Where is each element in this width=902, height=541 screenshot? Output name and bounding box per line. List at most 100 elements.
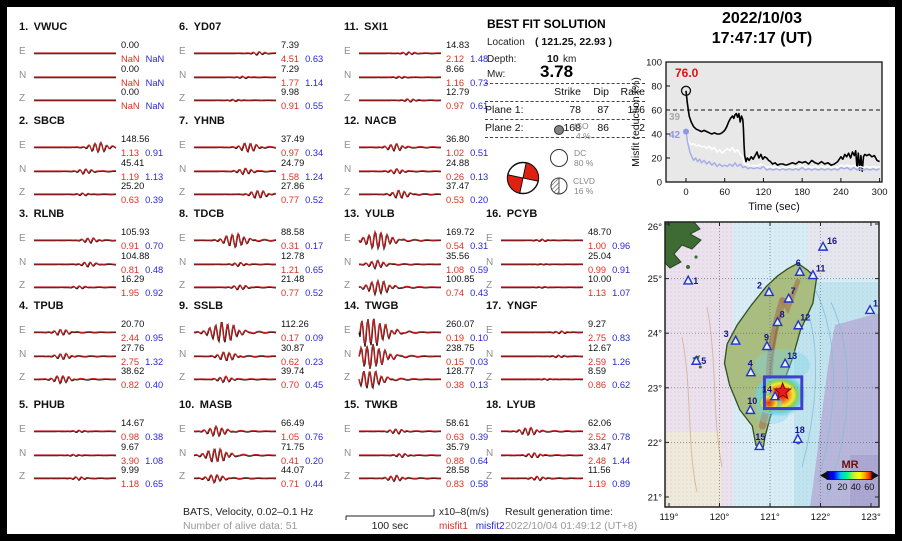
misfit1-value: 0.88 <box>446 456 465 466</box>
component-label: Z <box>19 471 26 482</box>
station-block: 18. LYUB E 62.06 2.52 0.78 N 33.47 2.48 1.44 Z 11.… <box>474 399 632 491</box>
misfit-values: 1.00 0.96 <box>588 241 630 251</box>
component-label: N <box>19 164 27 175</box>
component-label: Z <box>344 187 351 198</box>
station-block: 3. RLNB E 105.93 0.91 0.70 N 104.88 0.81 0.48 Z 16… <box>7 208 165 300</box>
y-tick-label: 40 <box>651 130 662 141</box>
amplitude-units: x10–8(m/s) <box>439 507 490 518</box>
iso-icon <box>554 125 564 135</box>
station-block: 6. YD07 E 7.39 4.51 0.63 N 7.29 1.77 1.14 Z 9.98 0.… <box>167 21 325 113</box>
misfit1-legend: misfit1 <box>439 521 468 532</box>
synthetic-trace <box>358 168 442 174</box>
alive-data-count: Number of alive data: 51 <box>183 520 298 532</box>
misfit1-value: 1.08 <box>446 265 465 275</box>
misfit2-value: 0.10 <box>470 333 489 343</box>
y-tick-label: 0 <box>657 178 662 189</box>
synthetic-trace <box>501 330 584 334</box>
waveform-trace <box>193 473 277 484</box>
misfit2-value: 0.20 <box>305 456 324 466</box>
misfit-values: 0.74 0.43 <box>446 288 488 298</box>
component-label: E <box>344 46 351 57</box>
map-station-triangle <box>745 366 757 377</box>
misfit2-value: 0.52 <box>305 195 324 205</box>
amplitude-value: 24.88 <box>446 158 470 168</box>
waveform-trace <box>33 352 117 360</box>
depth-label: Depth: <box>487 54 517 65</box>
x-tick-label: 120 <box>756 187 772 198</box>
amplitude-value: 21.48 <box>281 274 305 284</box>
clvd-label: CLVD <box>573 176 595 186</box>
plane1-strike: 78 <box>569 104 581 116</box>
map-station-number: 18 <box>795 425 805 435</box>
misfit-values: 0.41 0.20 <box>281 456 323 466</box>
misfit2-value: 0.64 <box>470 456 489 466</box>
map-station-triangle <box>794 265 806 276</box>
misfit2-start-marker <box>683 128 689 135</box>
misfit2-value: 0.39 <box>470 432 489 442</box>
misfit1-value: 0.63 <box>446 432 465 442</box>
misfit2-value: 0.65 <box>305 265 324 275</box>
map-x-tick-label: 120° <box>710 512 730 523</box>
synthetic-trace <box>193 231 277 249</box>
waveform-trace <box>358 428 442 435</box>
station-title: 11. SXI1 <box>344 21 389 33</box>
station-block: 7. YHNB E 37.49 0.97 0.34 N 24.79 1.58 1.24 Z 27.8… <box>167 115 325 207</box>
component-label: Z <box>179 93 186 104</box>
synthetic-trace <box>358 319 441 345</box>
plane2-label: Plane 2: <box>485 122 524 134</box>
waveform-trace <box>193 231 277 249</box>
synthetic-trace <box>501 238 584 242</box>
synthetic-trace <box>33 328 117 336</box>
misfit2-value: 1.26 <box>612 357 631 367</box>
waveform-trace <box>194 50 277 56</box>
amplitude-value: 38.62 <box>121 366 145 376</box>
map-station-number: 13 <box>787 351 797 361</box>
component-label: N <box>344 164 352 175</box>
waveform-trace <box>359 189 442 199</box>
amplitude-value: 36.80 <box>446 134 470 144</box>
plot-frame <box>665 61 883 183</box>
misfit2-value: 0.76 <box>305 432 324 442</box>
beachball-divider <box>507 162 527 179</box>
amplitude-value: 104.88 <box>121 251 150 261</box>
misfit-legend: misfit1 misfit2 <box>439 521 505 532</box>
iso-label: ISO <box>574 121 589 131</box>
misfit-values: 2.12 1.48 <box>446 54 488 64</box>
synthetic-trace <box>359 452 442 458</box>
waveform-trace <box>358 343 442 370</box>
amplitude-value: 8.59 <box>588 366 607 376</box>
amplitude-value: 12.67 <box>588 343 612 353</box>
synthetic-trace <box>34 237 117 243</box>
misfit-values: 0.91 0.70 <box>121 241 163 251</box>
misfit1-value: 4.51 <box>281 54 300 64</box>
map-station-triangle <box>744 404 756 415</box>
amplitude-value: 0.00 <box>121 87 140 97</box>
misfit2-value: 0.63 <box>305 54 324 64</box>
amplitude-value: 16.29 <box>121 274 145 284</box>
component-label: N <box>179 70 187 81</box>
component-label: N <box>179 164 187 175</box>
misfit2-value: 0.89 <box>612 479 631 489</box>
event-time: 17:47:17 (UT) <box>711 30 813 47</box>
misfit-values: 1.77 1.14 <box>281 78 323 88</box>
misfit1-value: 1.77 <box>281 78 300 88</box>
misfit2-value: 0.23 <box>305 357 324 367</box>
dc-pct: 80 % <box>574 158 594 168</box>
depth-unit: km <box>563 54 577 65</box>
observed-trace <box>34 168 117 176</box>
waveform-trace <box>34 140 117 154</box>
time-scale-bar <box>345 509 435 520</box>
amplitude-value: 105.93 <box>121 227 150 237</box>
amplitude-value: 112.26 <box>281 319 309 329</box>
map-station-triangle <box>864 304 876 315</box>
waveform-trace <box>501 377 584 381</box>
waveform-trace <box>194 167 277 176</box>
misfit-values: 0.31 0.17 <box>281 241 323 251</box>
misfit2-value: 0.78 <box>612 432 631 442</box>
waveform-trace <box>359 452 442 459</box>
misfit-values: 0.83 0.58 <box>446 479 488 489</box>
misfit-values: NaN NaN <box>121 101 164 111</box>
synthetic-trace <box>194 284 276 290</box>
map-station-number: 12 <box>800 313 810 323</box>
map-station-number: 17 <box>873 298 883 308</box>
